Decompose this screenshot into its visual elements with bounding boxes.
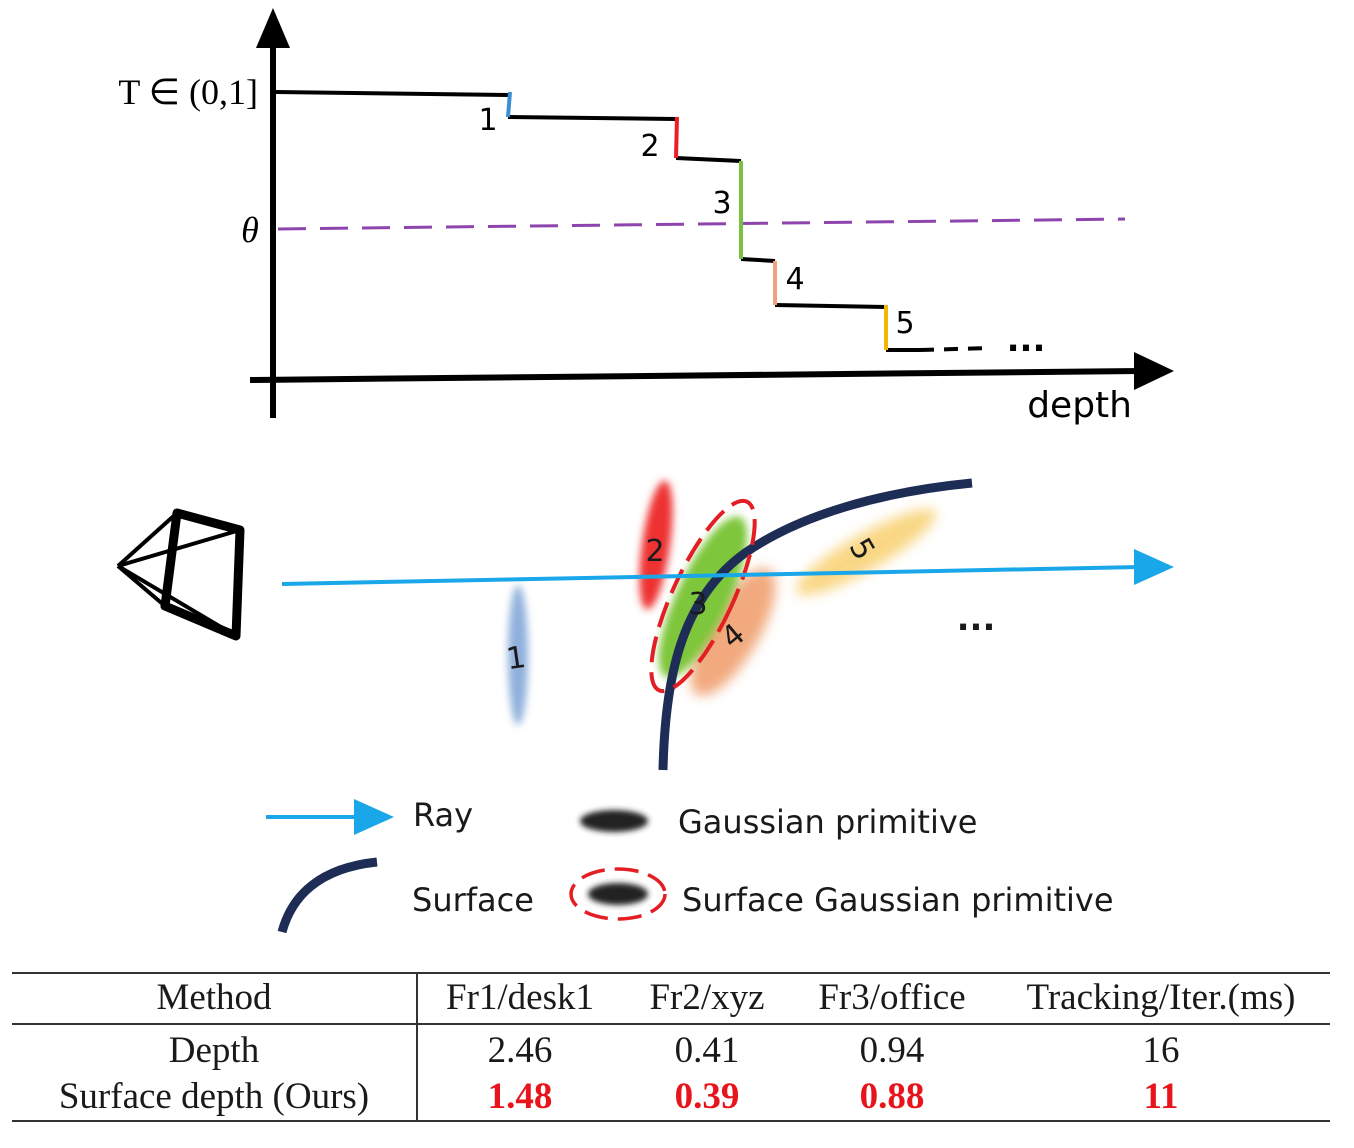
table-header-row: Method Fr1/desk1 Fr2/xyz Fr3/office Trac… — [12, 973, 1330, 1024]
camera-ray-arrowhead — [1134, 549, 1174, 585]
step-label-2: 2 — [640, 129, 659, 164]
cell-value-best: 1.48 — [487, 1076, 553, 1117]
y-axis-label: T ∈ (0,1] — [118, 72, 258, 112]
row-method: Surface depth (Ours) — [12, 1074, 418, 1121]
primitive-label-1: 1 — [504, 640, 528, 677]
step-drop-2 — [674, 116, 679, 159]
table-row: Surface depth (Ours) 1.48 0.39 0.88 11 — [12, 1074, 1330, 1121]
legend-surface-gaussian-label: Surface Gaussian primitive — [682, 881, 1114, 919]
gaussian-primitive-1 — [508, 585, 528, 725]
legend-ray-label: Ray — [413, 796, 473, 834]
figure-canvas: T ∈ (0,1] θ depth 1 2 3 4 5 ... — [116, 8, 1174, 934]
step-label-5: 5 — [895, 306, 914, 341]
step-label-1: 1 — [478, 103, 497, 138]
x-axis — [249, 368, 1141, 383]
scene-ellipsis: ... — [957, 599, 996, 639]
step-label-3: 3 — [712, 186, 731, 221]
cell-value: 0.94 — [859, 1030, 925, 1071]
cell-value: 2.46 — [487, 1030, 553, 1071]
camera-icon — [116, 508, 245, 641]
header-tracking-time: Tracking/Iter.(ms) — [1026, 977, 1296, 1018]
legend-surface-gaussian-fill — [588, 883, 648, 905]
curve-continuation-dashes — [919, 346, 991, 352]
results-table: Method Fr1/desk1 Fr2/xyz Fr3/office Trac… — [12, 972, 1330, 1122]
header-fr1-desk1: Fr1/desk1 — [446, 977, 594, 1018]
transmittance-plot: T ∈ (0,1] θ depth 1 2 3 4 5 ... — [118, 8, 1174, 426]
row-method: Depth — [12, 1024, 418, 1074]
primitive-label-2: 2 — [645, 534, 664, 569]
gaussian-primitive-4 — [690, 568, 776, 696]
legend-surface-icon — [277, 857, 378, 934]
legend-surface-label: Surface — [412, 881, 534, 919]
legend-gaussian-icon — [580, 810, 648, 832]
cell-value-best: 11 — [1143, 1076, 1179, 1117]
step-label-4: 4 — [785, 262, 804, 297]
surface-curve — [658, 478, 973, 771]
plot-ellipsis: ... — [1007, 320, 1046, 360]
camera-ray — [281, 565, 1141, 586]
cell-value: 0.41 — [674, 1030, 740, 1071]
cell-value-best: 0.88 — [859, 1076, 925, 1117]
threshold-line — [277, 217, 1126, 231]
header-method: Method — [12, 973, 418, 1024]
header-fr2-xyz: Fr2/xyz — [649, 977, 765, 1018]
table-row: Depth 2.46 0.41 0.94 16 — [12, 1024, 1330, 1074]
primitive-label-3: 3 — [688, 587, 707, 622]
step-drop-1 — [506, 91, 512, 118]
legend-surface-gaussian-icon — [569, 867, 667, 921]
cell-value-best: 0.39 — [674, 1076, 740, 1117]
transmittance-curve — [275, 90, 920, 352]
legend: Ray Gaussian primitive Surface Surface G… — [266, 796, 1114, 934]
header-fr3-office: Fr3/office — [818, 977, 966, 1018]
legend-gaussian-label: Gaussian primitive — [678, 803, 977, 841]
cell-value: 16 — [1142, 1030, 1180, 1071]
x-axis-arrowhead — [1134, 352, 1174, 390]
ray-scene: 1 2 3 4 5 ... — [116, 478, 1174, 771]
y-axis-arrowhead — [256, 8, 290, 48]
threshold-label: θ — [241, 210, 259, 250]
x-axis-label: depth — [1027, 385, 1132, 426]
surface-gaussian-highlight — [649, 498, 757, 694]
legend-ray-arrowhead — [354, 799, 394, 835]
